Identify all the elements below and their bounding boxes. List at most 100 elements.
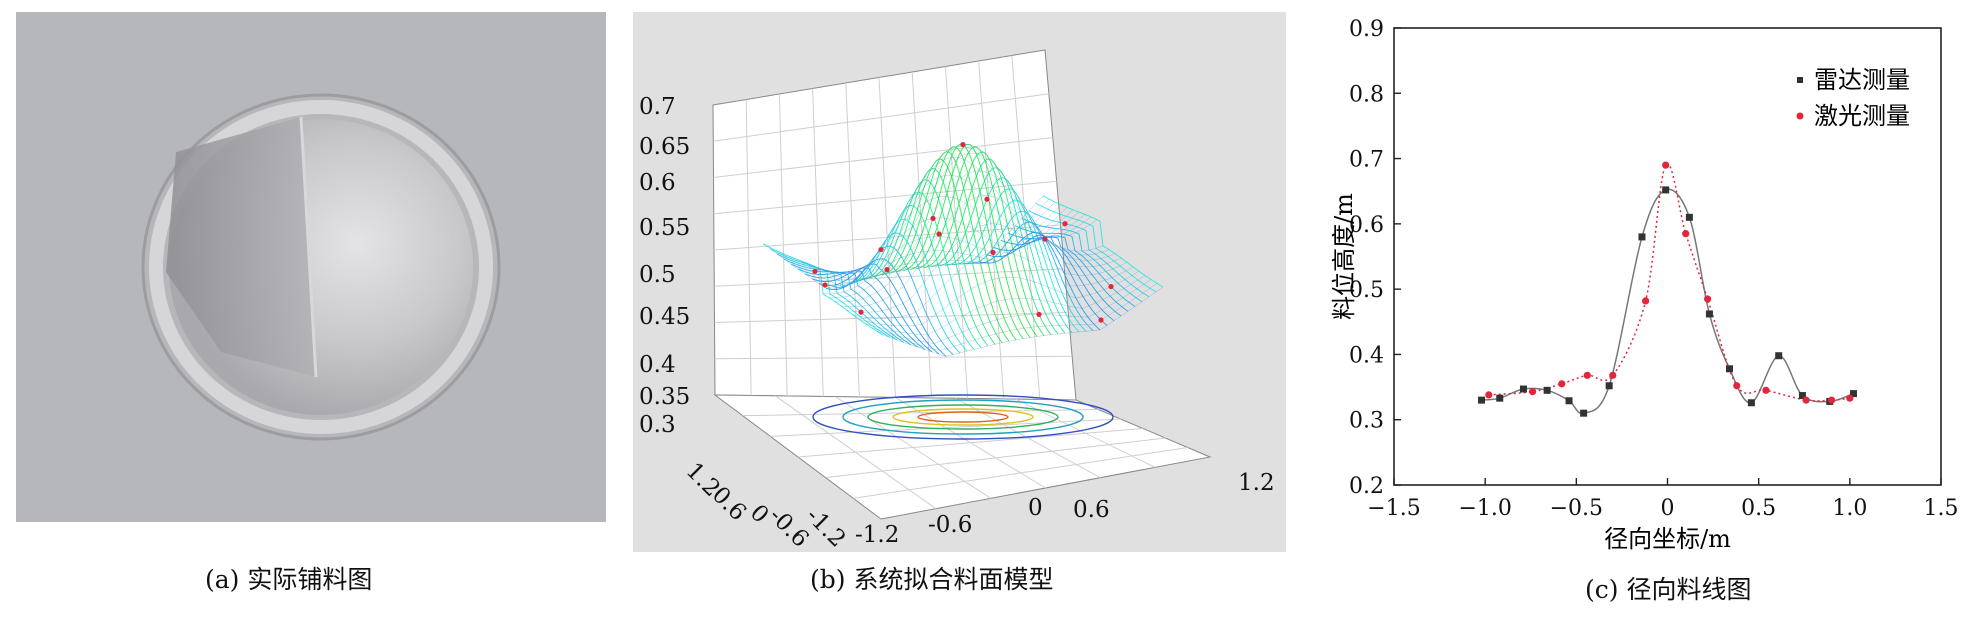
x-tick-label: 0.6 bbox=[1073, 497, 1110, 523]
laser-point bbox=[1802, 396, 1810, 404]
laser-point bbox=[1682, 230, 1690, 238]
caption-c: (c) 径向料线图 bbox=[1585, 570, 1752, 606]
surface-point bbox=[960, 142, 966, 148]
laser-point bbox=[1528, 388, 1537, 396]
surface-point bbox=[822, 282, 828, 288]
surface-point bbox=[812, 268, 818, 274]
x-tick-label: 0.5 bbox=[1741, 496, 1776, 521]
radar-point bbox=[1580, 409, 1588, 417]
laser-point bbox=[1642, 297, 1650, 305]
axis-tick-labels: −1.5 −1.0 −0.5 0 0.5 1.0 1.5 0.2 0.3 0.4 0.5 0.6 0.7… bbox=[1349, 17, 1959, 521]
surface-point bbox=[930, 215, 936, 221]
z-tick-label: 0.3 bbox=[639, 412, 676, 438]
caption-b-text: 系统拟合料面模型 bbox=[853, 565, 1054, 594]
y-tick-label: 0.4 bbox=[1349, 343, 1384, 368]
laser-point bbox=[1558, 380, 1566, 388]
legend-label-radar: 雷达测量 bbox=[1814, 66, 1910, 94]
z-tick-label: 0.5 bbox=[639, 262, 676, 288]
z-tick-label: 0.7 bbox=[639, 94, 676, 120]
surface-point bbox=[936, 231, 942, 237]
x-tick-label: 0 bbox=[1661, 496, 1675, 521]
radar-point bbox=[1662, 186, 1670, 194]
legend-marker-radar bbox=[1797, 77, 1803, 83]
z-tick-label: 0.6 bbox=[639, 170, 676, 196]
radar-point bbox=[1565, 397, 1573, 405]
radar-point bbox=[1496, 394, 1504, 402]
laser-point bbox=[1583, 371, 1591, 379]
surface-point bbox=[1108, 283, 1114, 290]
caption-a-label: (a) bbox=[205, 565, 240, 594]
y-tick-label: 0.2 bbox=[1349, 474, 1384, 499]
z-tick-label: 0.45 bbox=[639, 304, 690, 330]
z-tick-label: 0.65 bbox=[639, 134, 690, 160]
x-tick-label: -1.2 bbox=[855, 522, 899, 548]
radar-point bbox=[1605, 382, 1613, 390]
z-tick-label: 0.55 bbox=[639, 215, 690, 241]
surface-point bbox=[984, 196, 990, 202]
radar-point bbox=[1519, 385, 1527, 393]
caption-b: (b) 系统拟合料面模型 bbox=[810, 560, 1054, 596]
laser-point bbox=[1609, 371, 1617, 379]
legend-marker-laser bbox=[1796, 112, 1804, 120]
laser-point bbox=[1485, 391, 1493, 399]
legend-label-laser: 激光测量 bbox=[1814, 102, 1910, 130]
laser-point bbox=[1828, 396, 1836, 404]
x-tick-label: -0.6 bbox=[928, 512, 972, 538]
z-tick-label: 0.4 bbox=[639, 352, 676, 378]
laser-point bbox=[1733, 382, 1741, 390]
radar-point bbox=[1775, 352, 1783, 360]
chart-area: −1.5 −1.0 −0.5 0 0.5 1.0 1.5 0.2 0.3 0.4 0.5 0.6 0.7… bbox=[1330, 17, 1959, 553]
laser-series-line bbox=[1488, 162, 1850, 402]
radar-point bbox=[1798, 392, 1806, 400]
y-tick-label: 0.9 bbox=[1349, 17, 1384, 42]
surface-point bbox=[884, 267, 890, 273]
caption-c-label: (c) bbox=[1585, 575, 1619, 604]
radial-profile-chart: −1.5 −1.0 −0.5 0 0.5 1.0 1.5 0.2 0.3 0.4 0.5 0.6 0.7… bbox=[1300, 0, 1968, 619]
surface-model-3d: 0.7 0.65 0.6 0.55 0.5 0.45 0.4 0.35 0.3 … bbox=[633, 12, 1286, 553]
radar-point bbox=[1725, 365, 1733, 373]
y-tick-label: 0.6 bbox=[1349, 213, 1384, 238]
radar-point bbox=[1478, 396, 1486, 404]
x-tick-label: 0 bbox=[1028, 495, 1043, 521]
z-tick-label: 0.35 bbox=[639, 384, 690, 410]
surface-mesh bbox=[762, 143, 1164, 357]
laser-point bbox=[1704, 295, 1712, 303]
y-tick-label: 0.7 bbox=[1349, 148, 1384, 173]
laser-point bbox=[1846, 394, 1854, 402]
series-lines bbox=[1481, 162, 1854, 415]
caption-c-text: 径向料线图 bbox=[1626, 575, 1752, 604]
legend: 雷达测量 激光测量 bbox=[1796, 66, 1910, 130]
surface-point bbox=[1036, 311, 1042, 318]
radar-point bbox=[1747, 399, 1755, 407]
laser-point bbox=[1762, 386, 1770, 394]
material-photo-graphic bbox=[16, 12, 606, 522]
x-tick-label: 1.2 bbox=[1238, 470, 1275, 496]
x-tick-label: −1.0 bbox=[1458, 496, 1511, 521]
y-tick-label: -1.2 bbox=[801, 503, 851, 552]
radar-point bbox=[1705, 310, 1713, 318]
radar-point bbox=[1849, 390, 1857, 398]
caption-a-text: 实际铺料图 bbox=[247, 565, 373, 594]
floor-contours bbox=[812, 394, 1114, 440]
x-tick-label: 1.0 bbox=[1832, 496, 1867, 521]
x-tick-label: −0.5 bbox=[1550, 496, 1603, 521]
grid-lines bbox=[713, 55, 1188, 510]
surface-point bbox=[1042, 236, 1048, 242]
radar-point bbox=[1638, 233, 1646, 241]
plot-frame bbox=[1393, 27, 1942, 486]
material-photo bbox=[16, 12, 606, 522]
surface-measurement-points bbox=[812, 142, 1114, 323]
y-tick-label: 0.5 bbox=[1349, 278, 1384, 303]
radar-point bbox=[1685, 213, 1693, 221]
laser-point bbox=[1662, 161, 1670, 169]
y-axis-label: 料位高度/m bbox=[1330, 193, 1358, 320]
surface-plot: 0.7 0.65 0.6 0.55 0.5 0.45 0.4 0.35 0.3 … bbox=[639, 49, 1275, 553]
x-tick-label: −1.5 bbox=[1367, 496, 1420, 521]
surface-point bbox=[858, 309, 864, 315]
caption-a: (a) 实际铺料图 bbox=[205, 560, 372, 596]
y-tick-label: 0.8 bbox=[1349, 82, 1384, 107]
surface-point bbox=[1062, 221, 1068, 227]
radar-series-line bbox=[1481, 188, 1854, 415]
y-tick-label: 0.3 bbox=[1349, 409, 1384, 434]
floor-panel bbox=[713, 394, 1212, 520]
